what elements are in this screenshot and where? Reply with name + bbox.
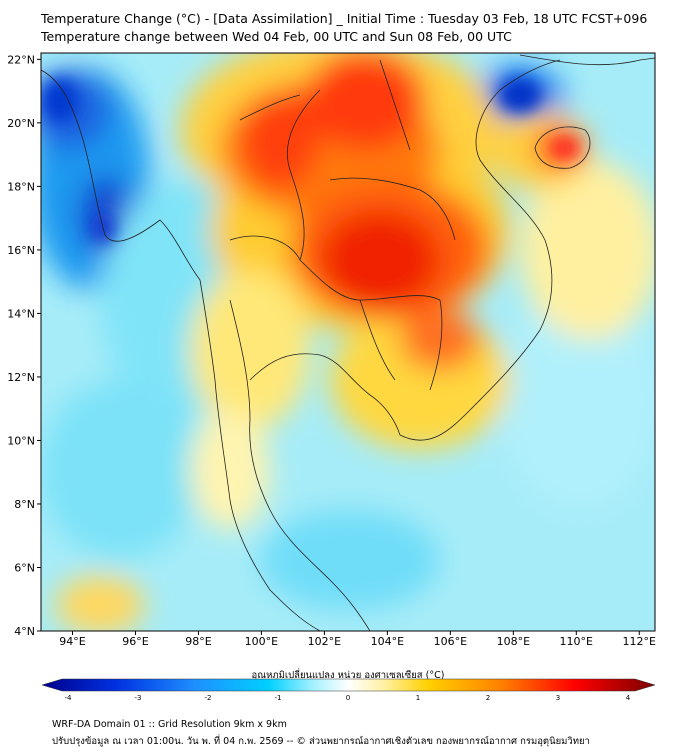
map-frame	[40, 52, 656, 632]
map-subtitle: Temperature change between Wed 04 Feb, 0…	[41, 29, 512, 44]
colorbar-tick-label: 1	[416, 694, 420, 702]
lat-tick-label: 20°N	[7, 117, 35, 130]
colorbar-tick-label: -1	[275, 694, 282, 702]
lon-tick-label: 108°E	[497, 635, 530, 648]
lat-tick-label: 22°N	[7, 53, 35, 66]
lon-tick-label: 94°E	[59, 635, 85, 648]
lat-tick-label: 16°N	[7, 244, 35, 257]
lat-tick-label: 10°N	[7, 434, 35, 447]
footer-model-info: WRF-DA Domain 01 :: Grid Resolution 9km …	[52, 719, 287, 730]
map-title: Temperature Change (°C) - [Data Assimila…	[41, 11, 648, 26]
lon-tick-label: 96°E	[122, 635, 148, 648]
lon-tick-label: 100°E	[245, 635, 278, 648]
lon-tick-label: 110°E	[560, 635, 593, 648]
lat-tick-label: 18°N	[7, 180, 35, 193]
coastline-borders	[41, 54, 655, 631]
lat-tick-label: 14°N	[7, 307, 35, 320]
lon-tick-label: 112°E	[623, 635, 656, 648]
lat-tick-label: 8°N	[14, 498, 35, 511]
colorbar-tick-label: -4	[65, 694, 73, 702]
colorbar	[41, 678, 656, 692]
colorbar-ticks: -4 -3 -2 -1 0 1 2 3 4	[65, 694, 631, 702]
colorbar-tick-label: -3	[135, 694, 142, 702]
colorbar-tick-label: 0	[346, 694, 350, 702]
colorbar-tick-label: 3	[556, 694, 560, 702]
footer-credit: ปรับปรุงข้อมูล ณ เวลา 01:00น. วัน พ. ที่…	[52, 736, 590, 747]
latitude-labels: 22°N 20°N 18°N 16°N 14°N 12°N 10°N 8°N 6°N 4°N	[7, 53, 41, 638]
colorbar-tick-label: -2	[205, 694, 212, 702]
colorbar-tick-label: 2	[486, 694, 490, 702]
lat-tick-label: 4°N	[14, 625, 35, 638]
lat-tick-label: 12°N	[7, 371, 35, 384]
lon-tick-label: 106°E	[434, 635, 467, 648]
lat-tick-label: 6°N	[14, 561, 35, 574]
lon-tick-label: 98°E	[185, 635, 211, 648]
lon-tick-label: 102°E	[308, 635, 341, 648]
temperature-change-field	[41, 53, 655, 631]
colorbar-tick-label: 4	[626, 694, 631, 702]
colorbar-label: อุณหภูมิเปลี่ยนแปลง หน่วย องศาเซลเซียส (…	[252, 668, 445, 681]
lon-tick-label: 104°E	[371, 635, 404, 648]
longitude-labels: 94°E 96°E 98°E 100°E 102°E 104°E 106°E 108°E 110…	[59, 631, 656, 648]
